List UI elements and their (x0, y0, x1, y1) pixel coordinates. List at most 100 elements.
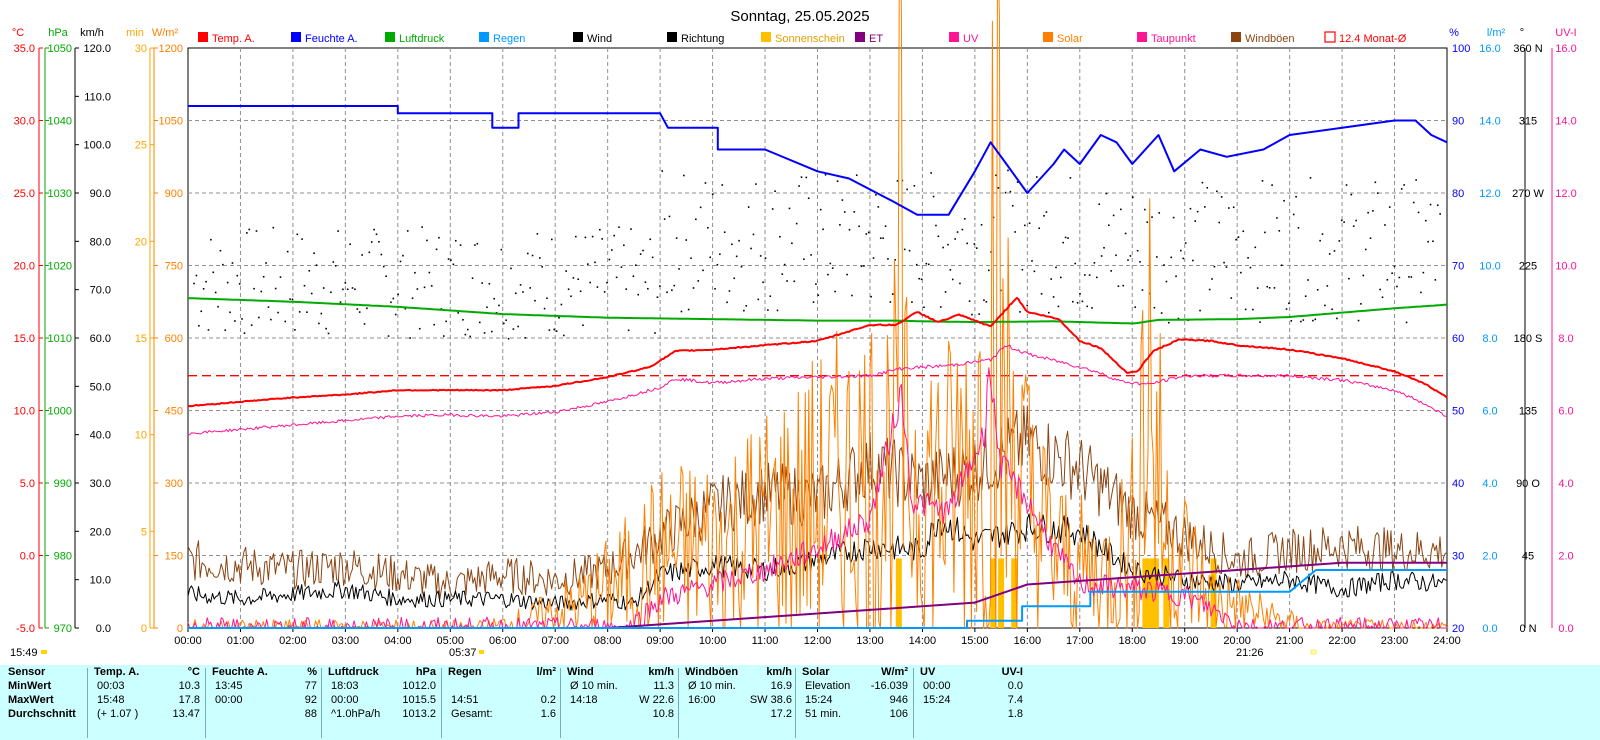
wind-direction-point (1023, 224, 1026, 227)
wind-direction-point (349, 243, 351, 246)
wind-direction-point (1055, 266, 1057, 269)
wind-direction-point (584, 236, 587, 239)
wind-direction-point (450, 259, 452, 261)
wind-direction-point (673, 284, 676, 287)
x-tick-label: 18:00 (1118, 635, 1146, 647)
wind-direction-point (639, 253, 642, 255)
axis-tick-label: 5 (141, 526, 147, 538)
wind-direction-point (654, 332, 656, 334)
axis-unit: l/m² (1487, 27, 1506, 39)
wind-direction-point (1338, 240, 1341, 242)
chart-title: Sonntag, 25.05.2025 (730, 8, 869, 25)
wind-direction-point (1223, 261, 1225, 264)
wind-direction-point (1204, 206, 1206, 208)
stat-time: 00:03 (97, 680, 125, 692)
wind-direction-point (202, 288, 205, 290)
x-tick-label: 20:00 (1223, 635, 1251, 647)
wind-direction-point (277, 311, 279, 314)
wind-direction-point (481, 282, 483, 284)
stat-time: 14:51 (451, 694, 479, 706)
wind-direction-point (1280, 264, 1283, 267)
wind-direction-point (560, 303, 563, 306)
axis-tick-label: 40.0 (90, 430, 111, 442)
wind-direction-point (656, 296, 659, 298)
wind-direction-point (836, 180, 839, 182)
axis-tick-label: 750 (165, 261, 183, 273)
legend-swatch (1324, 31, 1336, 43)
wind-direction-point (1134, 306, 1137, 308)
axis-tick-label: 0.0 (1482, 623, 1497, 635)
stat-header: Windböen (685, 666, 739, 678)
wind-direction-point (956, 231, 959, 233)
stat-unit: km/h (648, 666, 674, 678)
wind-direction-point (867, 231, 870, 234)
wind-direction-point (428, 271, 431, 274)
wind-direction-point (565, 270, 567, 272)
axis-tick-label: 0.0 (20, 551, 35, 563)
wind-direction-point (442, 335, 445, 337)
wind-direction-point (762, 281, 764, 284)
wind-direction-point (1184, 242, 1187, 244)
wind-direction-point (325, 327, 327, 330)
wind-direction-point (1254, 246, 1257, 249)
wind-direction-point (620, 266, 623, 268)
wind-direction-point (1403, 184, 1405, 186)
wind-direction-point (683, 174, 685, 177)
wind-direction-point (966, 242, 968, 245)
wind-direction-point (255, 230, 258, 232)
stat-value: 10.8 (652, 708, 674, 720)
wind-direction-point (454, 239, 457, 242)
wind-direction-point (1100, 255, 1103, 257)
update-time-marker (41, 650, 47, 654)
axis-tick-label: 1040 (48, 116, 72, 128)
x-tick-label: 21:00 (1276, 635, 1304, 647)
axis-tick-label: 14.0 (1555, 116, 1576, 128)
wind-direction-point (1244, 308, 1247, 311)
axis-tick-label: 30.0 (90, 478, 111, 490)
wind-direction-point (1079, 292, 1081, 295)
wind-direction-point (368, 251, 371, 254)
stat-value: 0.2 (540, 694, 556, 706)
wind-direction-point (1148, 292, 1151, 295)
wind-direction-point (382, 265, 385, 268)
wind-direction-point (1139, 261, 1141, 263)
wind-direction-point (1052, 296, 1055, 298)
x-tick-label: 07:00 (541, 635, 569, 647)
wind-direction-point (997, 187, 1000, 189)
series-line-luftdruck (187, 297, 1448, 325)
legend-swatch (573, 32, 583, 42)
wind-direction-point (1422, 271, 1425, 274)
wind-direction-point (507, 337, 510, 340)
wind-direction-point (860, 265, 863, 268)
axis-tick-label: 70.0 (90, 285, 111, 297)
stat-header: Temp. A. (94, 666, 140, 678)
wind-direction-point (1014, 231, 1016, 233)
wind-direction-point (1175, 275, 1177, 278)
wind-direction-point (1362, 274, 1365, 277)
axis-tick-label: 20.0 (14, 261, 35, 273)
wind-direction-point (795, 222, 798, 225)
wind-direction-point (1156, 256, 1158, 258)
axis-tick-label: 900 (165, 188, 183, 200)
wind-direction-point (579, 290, 582, 293)
wind-direction-point (1364, 248, 1367, 251)
wind-direction-point (987, 269, 990, 272)
wind-direction-point (1278, 230, 1281, 232)
wind-direction-point (339, 301, 342, 303)
stat-header: Luftdruck (328, 666, 379, 678)
wind-direction-point (819, 208, 822, 211)
legend-label: Luftdruck (399, 33, 445, 45)
wind-direction-point (397, 293, 399, 296)
axis-tick-label: 10.0 (1479, 261, 1500, 273)
axis-tick-label: 10 (135, 430, 147, 442)
wind-direction-point (471, 277, 474, 280)
axis-tick-label: 1030 (48, 188, 72, 200)
wind-direction-point (1117, 285, 1120, 288)
chart-axes: °C 35.0 30.0 25.0 20.0 15.0 10.0 5.0 0.0 -5.0 hPa 1… (12, 27, 1577, 635)
wind-direction-point (517, 325, 519, 328)
axis-tick-label: 50 (1452, 406, 1464, 418)
axis-tick-label: 970 (54, 623, 72, 635)
wind-direction-point (738, 239, 740, 242)
stat-separator (321, 668, 322, 738)
wind-direction-point (959, 282, 961, 285)
